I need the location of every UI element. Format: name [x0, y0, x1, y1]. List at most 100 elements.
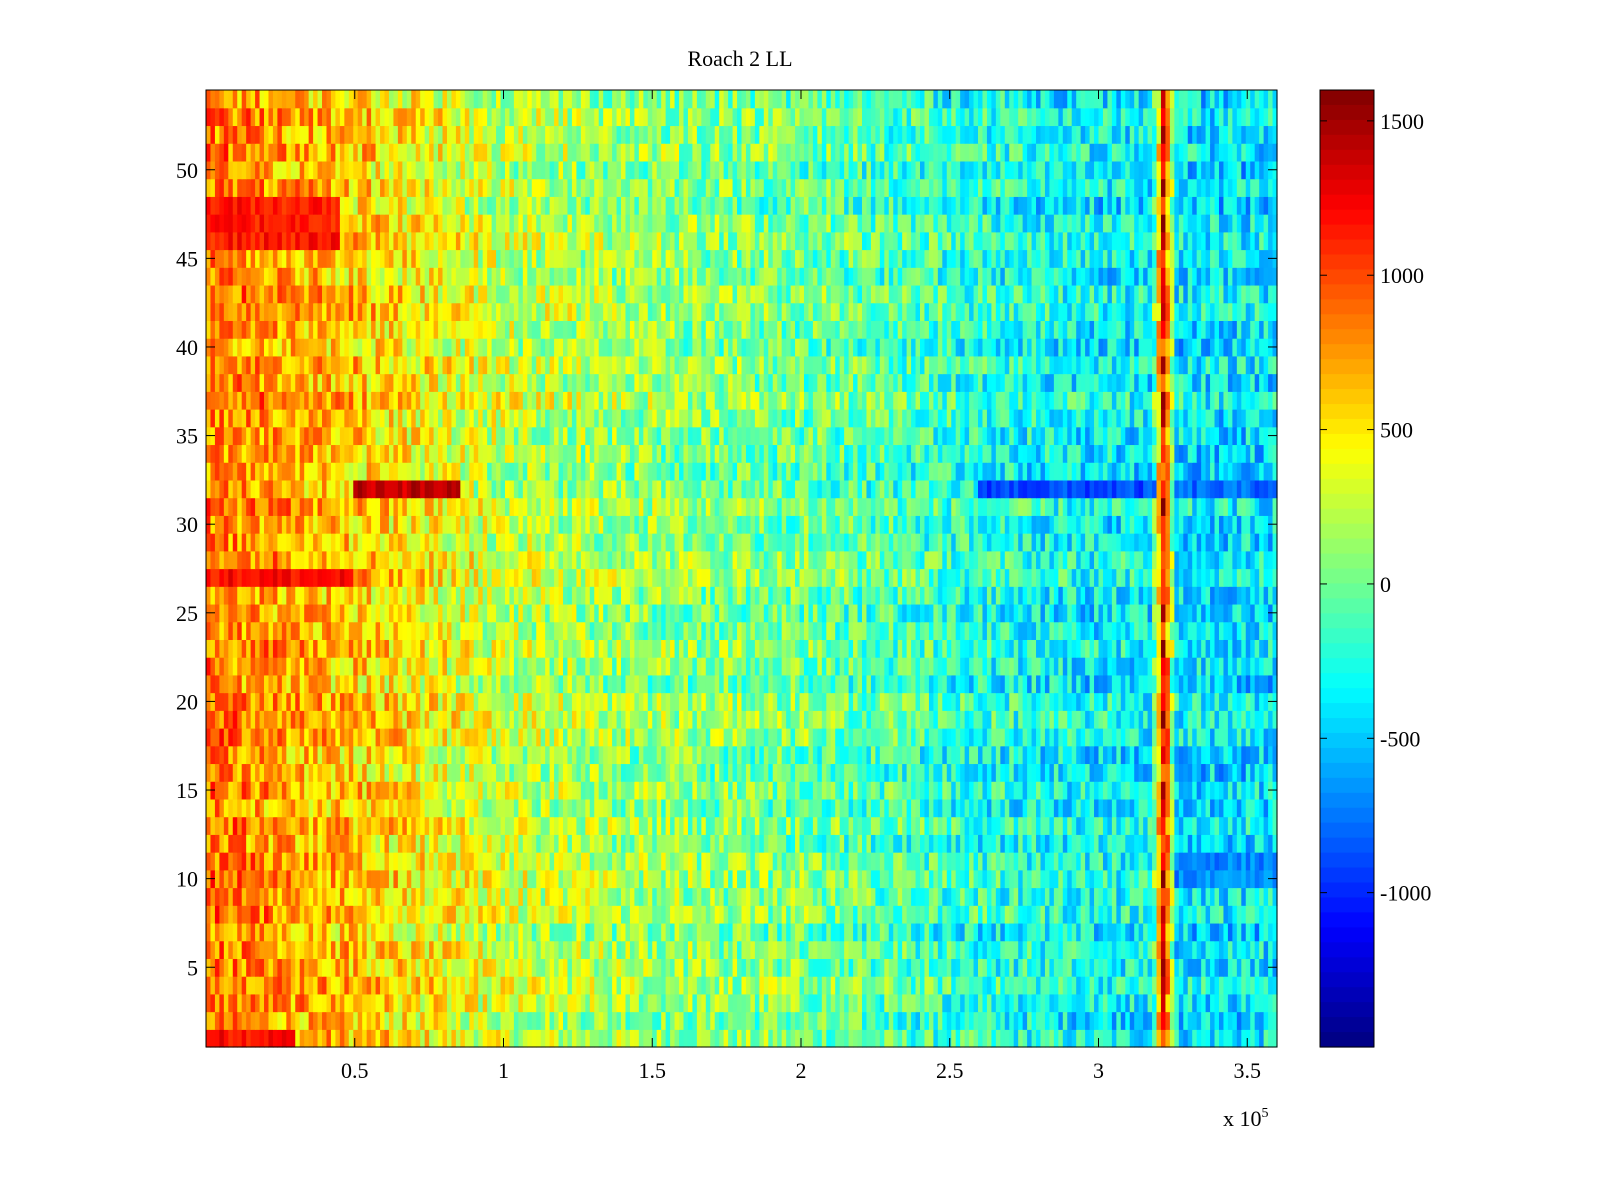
heatmap-cell	[705, 710, 711, 729]
heatmap-cell	[563, 816, 569, 835]
heatmap-cell	[821, 993, 827, 1013]
heatmap-cell	[255, 1029, 261, 1048]
heatmap-cell	[259, 887, 265, 906]
heatmap-cell	[835, 940, 841, 959]
heatmap-cell	[460, 993, 466, 1013]
heatmap-cell	[995, 958, 1001, 977]
heatmap-cell	[1178, 692, 1184, 711]
heatmap-cell	[397, 816, 403, 835]
heatmap-cell	[433, 887, 439, 906]
heatmap-cell	[1040, 993, 1046, 1013]
heatmap-cell	[473, 692, 479, 711]
heatmap-cell	[1218, 869, 1225, 889]
heatmap-cell	[844, 763, 850, 782]
heatmap-cell	[897, 816, 903, 835]
heatmap-cell	[380, 763, 386, 782]
heatmap-cell	[875, 834, 881, 853]
heatmap-cell	[308, 674, 314, 694]
heatmap-cell	[206, 710, 212, 729]
heatmap-cell	[536, 745, 542, 765]
heatmap-cell	[812, 816, 818, 835]
heatmap-cell	[598, 674, 604, 694]
heatmap-cell	[911, 1011, 917, 1030]
heatmap-cell	[304, 940, 310, 959]
heatmap-cell	[406, 745, 412, 765]
heatmap-cell	[937, 692, 943, 711]
heatmap-cell	[487, 922, 493, 942]
heatmap-cell	[1268, 976, 1274, 995]
heatmap-cell	[902, 1029, 908, 1048]
heatmap-cell	[246, 816, 252, 835]
heatmap-cell	[1183, 887, 1189, 906]
heatmap-cell	[1187, 1011, 1193, 1030]
heatmap-cell	[955, 674, 961, 694]
heatmap-cell	[451, 852, 457, 871]
heatmap-cell	[1049, 710, 1055, 729]
heatmap-cell	[469, 852, 475, 871]
heatmap-cell	[402, 710, 408, 729]
heatmap-cell	[1218, 798, 1225, 818]
heatmap-cell	[719, 852, 725, 871]
heatmap-cell	[451, 993, 457, 1013]
heatmap-cell	[442, 834, 448, 853]
heatmap-cell	[473, 728, 479, 747]
heatmap-cell	[696, 887, 702, 906]
heatmap-cell	[1062, 710, 1068, 729]
heatmap-cell	[844, 781, 850, 800]
heatmap-cell	[330, 763, 337, 782]
heatmap-cell	[246, 781, 252, 800]
heatmap-cell	[1169, 834, 1175, 853]
heatmap-cell	[656, 728, 662, 747]
heatmap-cell	[1227, 816, 1233, 835]
heatmap-cell	[214, 852, 220, 871]
heatmap-cell	[558, 940, 564, 959]
heatmap-cell	[335, 976, 341, 995]
heatmap-cell	[375, 940, 381, 959]
heatmap-cell	[723, 976, 729, 995]
heatmap-cell	[1223, 781, 1229, 800]
heatmap-cell	[1134, 816, 1140, 835]
heatmap-cell	[870, 922, 876, 942]
heatmap-cell	[576, 958, 582, 977]
heatmap-cell	[897, 834, 903, 853]
heatmap-cell	[576, 922, 582, 942]
heatmap-cell	[1236, 869, 1242, 889]
heatmap-cell	[527, 692, 533, 711]
heatmap-cell	[870, 940, 876, 959]
heatmap-cell	[540, 798, 546, 818]
heatmap-cell	[513, 763, 519, 782]
heatmap-cell	[1241, 905, 1247, 924]
heatmap-cell	[264, 745, 270, 765]
heatmap-cell	[518, 922, 524, 942]
heatmap-cell	[701, 852, 707, 871]
heatmap-cell	[986, 745, 992, 765]
heatmap-cell	[1218, 976, 1225, 995]
heatmap-cell	[518, 958, 524, 977]
heatmap-cell	[790, 976, 796, 995]
heatmap-cell	[978, 710, 984, 729]
heatmap-cell	[692, 834, 698, 853]
heatmap-cell	[888, 763, 894, 782]
heatmap-cell	[1196, 922, 1202, 942]
heatmap-cell	[500, 710, 506, 729]
heatmap-cell	[281, 728, 287, 747]
heatmap-cell	[536, 887, 542, 906]
heatmap-cell	[518, 816, 524, 835]
heatmap-cell	[1009, 1011, 1015, 1030]
heatmap-cell	[228, 1011, 234, 1030]
heatmap-cell	[1013, 710, 1019, 729]
heatmap-cell	[1160, 728, 1167, 747]
heatmap-cell	[737, 745, 743, 765]
heatmap-cell	[589, 887, 595, 906]
heatmap-cell	[424, 745, 430, 765]
heatmap-cell	[1004, 922, 1010, 942]
heatmap-cell	[313, 692, 319, 711]
heatmap-cell	[835, 728, 841, 747]
heatmap-cell	[839, 887, 845, 906]
heatmap-cell	[1187, 728, 1193, 747]
heatmap-cell	[951, 958, 957, 977]
heatmap-cell	[504, 692, 511, 711]
heatmap-cell	[214, 940, 220, 959]
heatmap-cell	[322, 887, 328, 906]
heatmap-cell	[799, 692, 805, 711]
